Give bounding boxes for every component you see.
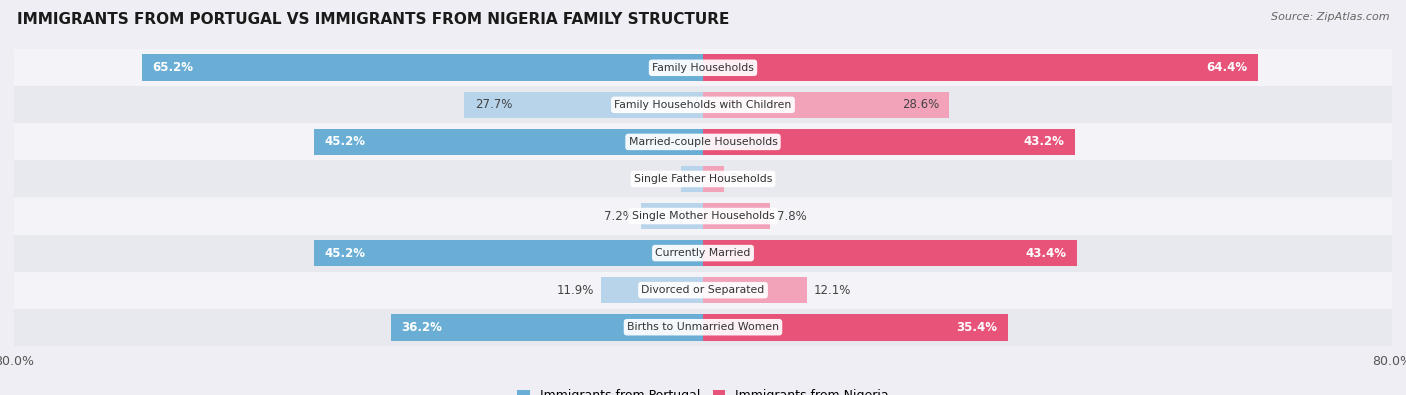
Bar — [391, 314, 703, 340]
Bar — [14, 272, 1392, 308]
Legend: Immigrants from Portugal, Immigrants from Nigeria: Immigrants from Portugal, Immigrants fro… — [512, 384, 894, 395]
Text: 64.4%: 64.4% — [1206, 61, 1247, 74]
Text: Single Father Households: Single Father Households — [634, 174, 772, 184]
Text: Family Households: Family Households — [652, 63, 754, 73]
Text: 28.6%: 28.6% — [901, 98, 939, 111]
Bar — [703, 240, 1077, 267]
Bar — [14, 49, 1392, 87]
Bar — [641, 203, 703, 229]
Bar — [314, 128, 703, 155]
Bar — [600, 277, 703, 303]
Text: 45.2%: 45.2% — [323, 246, 366, 260]
Text: 7.8%: 7.8% — [778, 209, 807, 222]
Text: Married-couple Households: Married-couple Households — [628, 137, 778, 147]
Text: Currently Married: Currently Married — [655, 248, 751, 258]
Bar — [14, 308, 1392, 346]
Bar — [703, 314, 1008, 340]
Text: 2.4%: 2.4% — [731, 173, 761, 186]
Text: 11.9%: 11.9% — [557, 284, 593, 297]
Bar — [14, 235, 1392, 272]
Text: 36.2%: 36.2% — [402, 321, 443, 334]
Text: 35.4%: 35.4% — [956, 321, 997, 334]
Text: Source: ZipAtlas.com: Source: ZipAtlas.com — [1271, 12, 1389, 22]
Bar — [703, 203, 770, 229]
Bar — [464, 92, 703, 118]
Bar — [14, 123, 1392, 160]
Bar — [703, 55, 1257, 81]
Bar — [14, 87, 1392, 123]
Text: 45.2%: 45.2% — [323, 135, 366, 149]
Text: 65.2%: 65.2% — [152, 61, 193, 74]
Bar — [703, 128, 1076, 155]
Bar — [14, 160, 1392, 198]
Bar — [314, 240, 703, 267]
Text: 7.2%: 7.2% — [605, 209, 634, 222]
Bar — [703, 166, 724, 192]
Bar — [703, 92, 949, 118]
Text: 12.1%: 12.1% — [814, 284, 852, 297]
Text: Single Mother Households: Single Mother Households — [631, 211, 775, 221]
Text: Family Households with Children: Family Households with Children — [614, 100, 792, 110]
Text: IMMIGRANTS FROM PORTUGAL VS IMMIGRANTS FROM NIGERIA FAMILY STRUCTURE: IMMIGRANTS FROM PORTUGAL VS IMMIGRANTS F… — [17, 12, 730, 27]
Text: 27.7%: 27.7% — [475, 98, 512, 111]
Bar — [14, 198, 1392, 235]
Text: 43.4%: 43.4% — [1025, 246, 1066, 260]
Bar — [681, 166, 703, 192]
Bar — [142, 55, 703, 81]
Text: 2.6%: 2.6% — [644, 173, 673, 186]
Text: Divorced or Separated: Divorced or Separated — [641, 285, 765, 295]
Text: Births to Unmarried Women: Births to Unmarried Women — [627, 322, 779, 332]
Bar — [703, 277, 807, 303]
Text: 43.2%: 43.2% — [1024, 135, 1064, 149]
